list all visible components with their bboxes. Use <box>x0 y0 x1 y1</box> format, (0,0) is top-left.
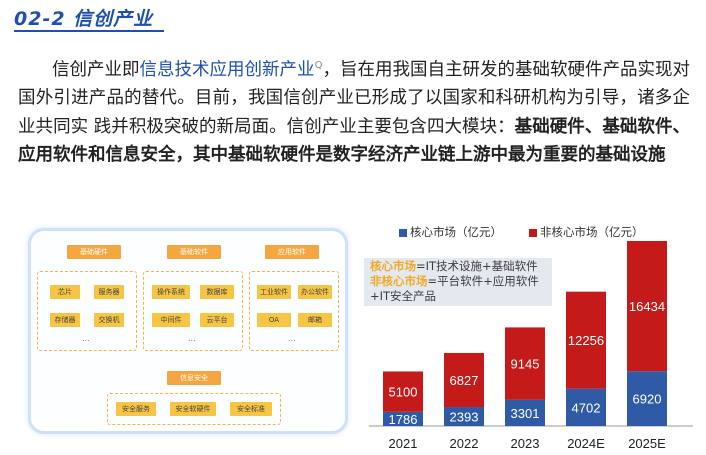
noncore-value-label-2025E: 16434 <box>629 299 665 314</box>
database-item: 数据库 <box>200 285 234 299</box>
office-software-item: 办公软件 <box>298 285 332 299</box>
x-tick-label-2025E: 2025E <box>628 436 666 451</box>
core-value-label-2024E: 4702 <box>572 400 601 415</box>
core-bar-2024E <box>566 388 606 426</box>
core-value-label-2023: 3301 <box>511 406 540 421</box>
xinchuang-link[interactable]: 信息技术应用创新产业 <box>139 59 315 80</box>
noncore-bar-2025E <box>627 241 667 372</box>
market-definition-note: 核心市场=IT技术设施+基础软件 非核心市场=平台软件+应用软件 +IT安全产品 <box>364 258 552 306</box>
core-value-label-2022: 2393 <box>450 410 479 425</box>
security-group: 安全服务 安全软硬件 安全标准 <box>107 393 281 425</box>
note-noncore-text: =平台软件+应用软件 <box>427 274 539 288</box>
legend-noncore-label: 非核心市场（亿元） <box>540 225 644 239</box>
switch-item: 交换机 <box>94 313 124 327</box>
section-title: 02-2 信创产业 <box>14 8 154 30</box>
os-item: 操作系统 <box>152 285 190 299</box>
hardware-more: ... <box>82 334 90 343</box>
industrial-software-item: 工业软件 <box>257 285 291 299</box>
noncore-bar-2024E <box>566 291 606 389</box>
core-bar-2021 <box>383 411 423 426</box>
software-group: 操作系统 数据库 中间件 云平台 ... <box>143 271 243 351</box>
cloud-platform-item: 云平台 <box>200 313 234 327</box>
core-bar-2025E <box>627 371 667 426</box>
para-text-2: ，旨在用我国自主研发的基础软硬件产品实现对 国外引进产品的替代。目前，我国信创产… <box>18 59 691 137</box>
note-line3: +IT安全产品 <box>370 289 437 303</box>
security-standard-item: 安全标准 <box>230 402 272 416</box>
apps-more: ... <box>288 334 296 343</box>
core-bar-2022 <box>444 407 484 426</box>
market-size-chart: 核心市场（亿元） 非核心市场（亿元） 1786 5100 2021 2393 6827 2… <box>355 218 700 455</box>
apps-group: 工业软件 办公软件 OA 邮箱 ... <box>249 271 339 351</box>
oa-item: OA <box>257 313 291 327</box>
security-hw-sw-item: 安全软硬件 <box>170 402 216 416</box>
legend-noncore-swatch <box>529 228 537 237</box>
industry-structure-diagram: 基础硬件 基础软件 应用软件 芯片 服务器 存储器 交换机 ... 操作系统 数… <box>28 228 348 434</box>
x-tick-label-2021: 2021 <box>389 436 418 451</box>
para-bold-text: 基础硬件、基础软件、应用软件和信息安全，其中基础软硬件是数字经济产业链上游中最为… <box>18 116 691 166</box>
noncore-bar-2023 <box>505 327 545 400</box>
core-value-label-2025E: 6920 <box>633 392 662 407</box>
storage-item: 存储器 <box>50 313 80 327</box>
x-tick-label-2024E: 2024E <box>567 436 605 451</box>
server-item: 服务器 <box>94 285 124 299</box>
section-heading: 02-2 信创产业 <box>14 4 174 32</box>
core-value-label-2021: 1786 <box>389 412 418 427</box>
chart-canvas: 1786 5100 2021 2393 6827 2022 3301 9145 2023 4702… <box>369 241 693 451</box>
security-service-item: 安全服务 <box>116 402 156 416</box>
noncore-bar-2022 <box>444 352 484 408</box>
middleware-item: 中间件 <box>152 313 190 327</box>
chip-item: 芯片 <box>50 285 80 299</box>
search-icon[interactable]: Q <box>314 60 323 71</box>
x-tick-label-2022: 2022 <box>450 436 479 451</box>
noncore-value-label-2022: 6827 <box>450 373 479 388</box>
noncore-value-label-2021: 5100 <box>389 385 418 400</box>
legend-core-label: 核心市场（亿元） <box>410 225 502 239</box>
note-core-text: =IT技术设施+基础软件 <box>416 259 538 273</box>
legend-core-swatch <box>399 228 407 237</box>
para-text-1: 信创产业即 <box>52 59 140 80</box>
diagram-head-software: 基础软件 <box>167 245 221 259</box>
core-bar-2023 <box>505 399 545 426</box>
legend-noncore: 非核心市场（亿元） <box>529 224 644 240</box>
diagram-head-hardware: 基础硬件 <box>67 245 121 259</box>
intro-paragraph: 信创产业即信息技术应用创新产业Q，旨在用我国自主研发的基础软硬件产品实现对 国外… <box>18 52 690 170</box>
software-more: ... <box>188 334 196 343</box>
note-noncore-label: 非核心市场 <box>370 274 428 288</box>
email-item: 邮箱 <box>298 313 332 327</box>
title-underline <box>14 30 164 32</box>
noncore-value-label-2024E: 12256 <box>568 333 604 348</box>
legend-core: 核心市场（亿元） <box>399 224 502 240</box>
x-tick-label-2023: 2023 <box>511 436 540 451</box>
noncore-value-label-2023: 9145 <box>511 357 540 372</box>
noncore-bar-2021 <box>383 371 423 412</box>
hardware-group: 芯片 服务器 存储器 交换机 ... <box>37 271 137 351</box>
note-core-label: 核心市场 <box>370 259 416 273</box>
diagram-head-security: 信息安全 <box>167 371 221 385</box>
diagram-head-apps: 应用软件 <box>265 245 319 259</box>
